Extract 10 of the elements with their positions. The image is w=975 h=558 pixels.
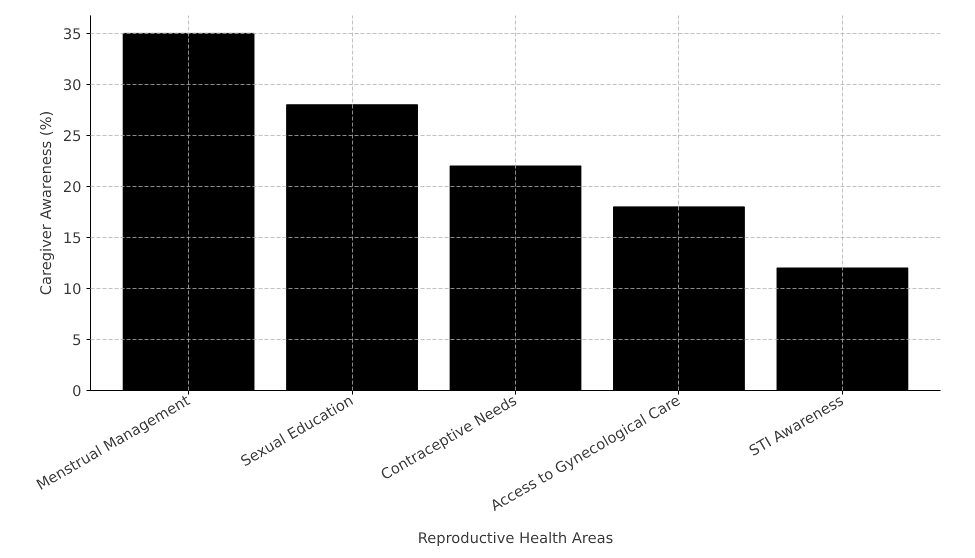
x-axis-title: Reproductive Health Areas [418,530,614,548]
y-tick-label: 35 [62,26,82,43]
y-tick-label: 30 [62,76,82,94]
y-tick-label: 10 [62,280,82,298]
y-tick-label: 0 [72,383,82,400]
y-tick-label: 20 [62,178,82,196]
y-tick-label: 15 [62,230,82,247]
y-tick-label: 5 [72,332,82,349]
y-axis-title: Caregiver Awareness (%) [38,110,55,296]
y-tick-label: 25 [62,128,82,145]
